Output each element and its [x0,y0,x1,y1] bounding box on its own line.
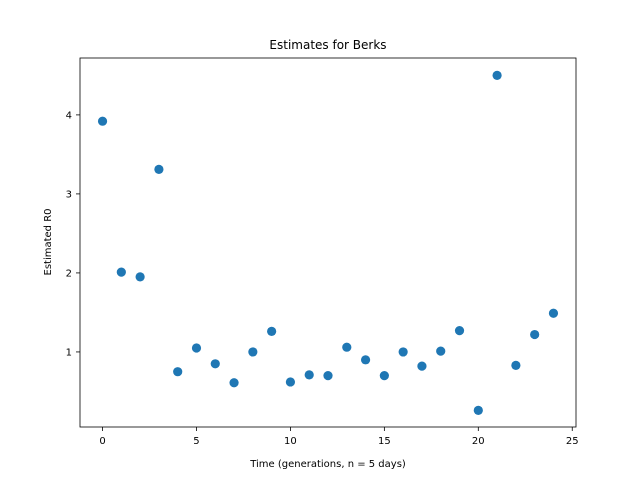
x-tick-label: 5 [193,436,199,447]
data-point [548,308,559,318]
data-point [454,326,465,336]
data-point [135,272,145,282]
data-point [210,359,220,369]
x-tick-label: 0 [99,436,105,447]
data-point [398,347,408,357]
data-point [116,267,126,277]
data-point [360,355,371,365]
y-tick-label: 4 [66,110,72,121]
data-point [379,371,389,381]
data-point [229,378,239,388]
data-point [267,326,277,336]
data-point [417,361,427,371]
x-axis-label: Time (generations, n = 5 days) [249,459,406,470]
plot-area [80,58,576,427]
x-tick-label: 25 [566,436,579,447]
x-tick-label: 15 [378,436,391,447]
data-point [511,360,521,370]
data-points [97,70,559,416]
data-point [342,342,352,352]
data-point [323,371,333,381]
y-axis-label: Estimated R0 [43,208,54,275]
data-point [191,343,202,353]
data-point [173,367,183,377]
data-point [154,164,164,175]
data-point [436,346,446,356]
x-tick-label: 10 [284,436,297,447]
data-point [97,116,108,126]
x-axis-ticks: 0 5 10 15 20 25 [99,427,579,447]
y-tick-label: 3 [66,189,72,200]
axes-frame [79,57,577,428]
data-point [492,70,502,80]
data-point [248,347,258,357]
data-point [304,370,314,380]
data-point [530,329,540,340]
y-tick-label: 2 [66,268,72,279]
data-point [473,405,483,416]
y-tick-label: 1 [66,347,72,358]
y-axis-ticks: 1 2 3 4 [66,110,80,358]
x-tick-label: 20 [472,436,485,447]
data-point [285,377,296,387]
chart-title: Estimates for Berks [269,38,386,52]
